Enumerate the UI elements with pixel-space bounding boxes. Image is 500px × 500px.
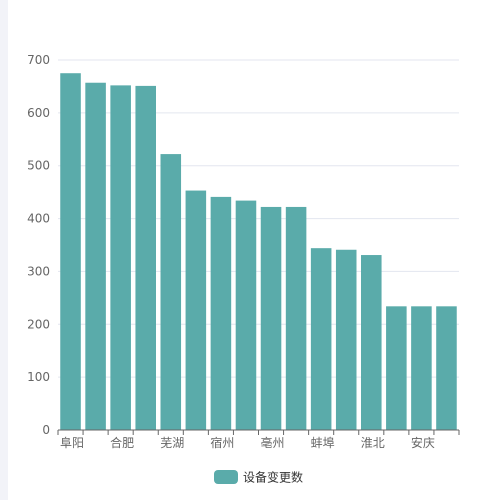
legend-swatch[interactable] <box>214 470 238 484</box>
bar[interactable] <box>411 306 432 430</box>
left-strip <box>0 0 8 500</box>
y-tick-label: 0 <box>42 423 50 437</box>
x-tick-label: 蚌埠 <box>311 436 335 450</box>
y-axis-ticks: 0 100 200 300 400 500 600 700 <box>27 53 50 437</box>
bar[interactable] <box>235 200 257 430</box>
bar[interactable] <box>110 85 131 430</box>
bar[interactable] <box>260 206 282 430</box>
bar[interactable] <box>135 85 156 431</box>
bar[interactable] <box>361 255 382 430</box>
y-tick-label: 400 <box>27 212 50 226</box>
legend[interactable]: 设备变更数 <box>214 470 303 485</box>
x-tick-label: 淮北 <box>361 436 385 450</box>
y-tick-label: 700 <box>27 53 50 67</box>
bar[interactable] <box>310 248 332 430</box>
x-tick-label: 亳州 <box>261 435 285 450</box>
y-tick-label: 600 <box>27 106 50 120</box>
x-tick-label: 合肥 <box>110 435 134 450</box>
bar[interactable] <box>335 249 357 430</box>
bar[interactable] <box>185 190 207 430</box>
legend-label[interactable]: 设备变更数 <box>243 470 303 485</box>
bar[interactable] <box>160 154 182 431</box>
x-tick-label: 宿州 <box>210 435 234 450</box>
bar[interactable] <box>386 306 407 430</box>
bar[interactable] <box>436 306 457 430</box>
x-axis-ticks: 阜阳 合肥 芜湖 宿州 亳州 蚌埠 淮北 安庆 <box>60 435 435 450</box>
x-tick-label: 阜阳 <box>60 436 84 450</box>
y-tick-label: 200 <box>27 317 50 331</box>
bars-layer <box>60 73 457 431</box>
bar[interactable] <box>60 73 81 430</box>
bar[interactable] <box>285 206 307 430</box>
x-tick-label: 芜湖 <box>160 435 184 450</box>
y-tick-label: 100 <box>27 370 50 384</box>
bar[interactable] <box>210 196 232 430</box>
x-tick-label: 安庆 <box>411 435 435 450</box>
y-tick-label: 300 <box>27 264 50 278</box>
y-tick-label: 500 <box>27 159 50 173</box>
x-axis <box>57 429 460 435</box>
bar[interactable] <box>85 82 106 430</box>
